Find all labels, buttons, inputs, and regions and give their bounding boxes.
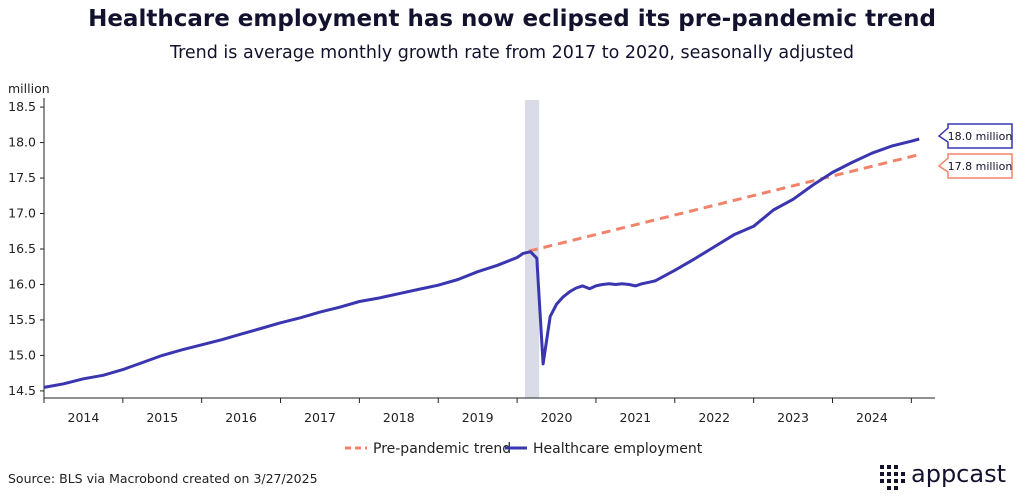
line-chart: 14.5 15.0 15.5 16.0 16.5 17.0 17.5 18.0 18.5 mill…	[8, 81, 1013, 457]
x-tick-label: 2017	[304, 410, 336, 425]
x-tick-label: 2020	[541, 410, 573, 425]
x-tick-label: 2016	[225, 410, 257, 425]
chart-subtitle: Trend is average monthly growth rate fro…	[169, 43, 855, 63]
y-tick-label: 15.5	[8, 312, 36, 327]
employment-end-label: 18.0 million	[948, 130, 1013, 143]
x-tick-label: 2019	[462, 410, 494, 425]
y-tick-label: 14.5	[8, 383, 36, 398]
employment-line	[43, 137, 920, 389]
x-tick-label: 2014	[68, 410, 100, 425]
y-tick-label: 17.0	[8, 206, 36, 221]
employment-end-callout	[937, 123, 1013, 149]
x-tick-label: 2018	[383, 410, 415, 425]
y-tick-label: 17.5	[8, 170, 36, 185]
x-tick-label: 2024	[856, 410, 888, 425]
x-tick-label: 2022	[698, 410, 730, 425]
y-tick-label: 18.5	[8, 99, 36, 114]
x-tick-label: 2015	[146, 410, 178, 425]
x-tick-label: 2021	[619, 410, 651, 425]
y-axis-label: million	[8, 81, 50, 96]
y-tick-label: 16.5	[8, 241, 36, 256]
y-tick-label: 16.0	[8, 276, 36, 291]
dot-grid-icon	[880, 465, 905, 490]
trend-end-label: 17.8 million	[948, 160, 1013, 173]
appcast-logo: appcast	[880, 459, 1020, 495]
trend-end-callout	[937, 153, 1013, 179]
legend-trend-label: Pre-pandemic trend	[373, 441, 511, 457]
y-tick-label: 18.0	[8, 135, 36, 150]
y-tick-label: 15.0	[8, 347, 36, 362]
trend-line	[528, 153, 920, 253]
legend-employment-label: Healthcare employment	[533, 441, 703, 457]
chart-title: Healthcare employment has now eclipsed i…	[88, 6, 936, 32]
brand-name: appcast	[911, 460, 1006, 488]
source-note: Source: BLS via Macrobond created on 3/2…	[8, 471, 318, 486]
x-tick-label: 2023	[777, 410, 809, 425]
